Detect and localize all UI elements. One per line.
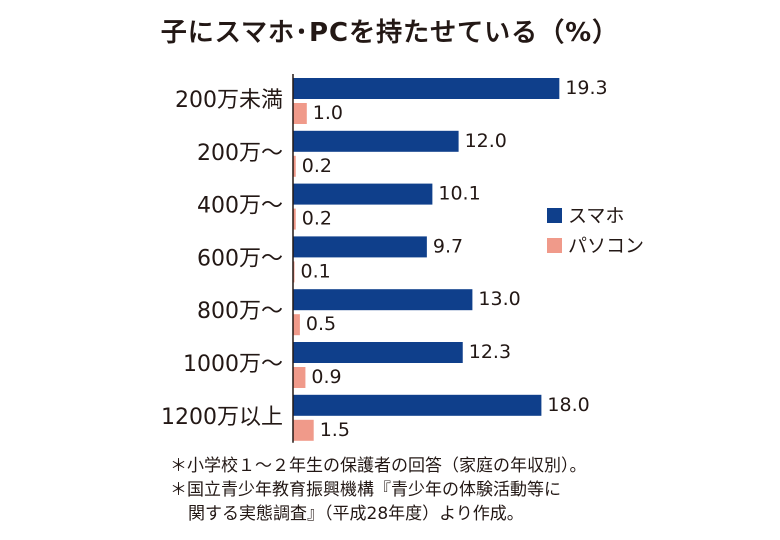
value-label: 12.3: [469, 341, 511, 363]
value-label: 18.0: [547, 394, 589, 416]
bar-smartphone: [293, 236, 427, 258]
value-label: 0.5: [306, 313, 336, 335]
bar-smartphone: [293, 183, 433, 205]
category-label: 200万未満: [175, 88, 283, 113]
value-label: 13.0: [478, 288, 520, 310]
category-label: 1000万〜: [183, 352, 283, 377]
bar-smartphone: [293, 342, 463, 363]
value-label: 0.9: [311, 366, 341, 388]
value-label: 0.2: [302, 155, 332, 177]
bar-smartphone: [293, 289, 473, 311]
value-label: 0.2: [302, 208, 332, 230]
category-label: 200万〜: [197, 141, 283, 166]
bar-smartphone: [293, 394, 542, 416]
category-label: 600万〜: [197, 246, 283, 271]
bar-pc: [293, 314, 300, 336]
category-label: 1200万以上: [161, 405, 283, 430]
value-label: 9.7: [433, 235, 463, 257]
footnotes: ＊小学校１〜２年生の保護者の回答（家庭の年収別）。 ＊国立青少年教育振興機構『青…: [170, 454, 587, 526]
bar-pc: [293, 367, 306, 388]
bar-pc: [293, 103, 307, 124]
legend-label: スマホ: [568, 205, 624, 227]
bar-smartphone: [293, 78, 560, 99]
legend-label: パソコン: [568, 235, 644, 257]
footnote-3: 関する実態調査』（平成28年度）より作成。: [188, 504, 524, 524]
bar-pc: [293, 419, 314, 441]
legend-swatch: [547, 208, 562, 223]
footnote-1: ＊小学校１〜２年生の保護者の回答（家庭の年収別）。: [170, 456, 587, 476]
category-label: 400万〜: [197, 194, 283, 219]
value-label: 12.0: [465, 130, 507, 152]
category-label: 800万〜: [197, 299, 283, 324]
value-label: 0.1: [301, 260, 331, 282]
legend-swatch: [547, 238, 562, 253]
bar-smartphone: [293, 130, 459, 152]
value-label: 19.3: [565, 77, 607, 99]
value-label: 1.5: [320, 419, 350, 441]
value-label: 10.1: [438, 183, 480, 205]
value-label: 1.0: [313, 102, 343, 124]
bar-pc: [293, 155, 296, 177]
chart-title: 子にスマホ･PCを持たせている（%）: [160, 18, 620, 48]
footnote-2: ＊国立青少年教育振興機構『青少年の体験活動等に: [170, 480, 561, 500]
bar-pc: [293, 208, 296, 230]
